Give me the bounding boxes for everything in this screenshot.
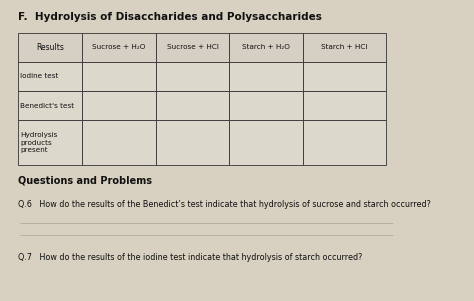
Text: Benedict's test: Benedict's test — [20, 103, 74, 109]
Text: F.  Hydrolysis of Disaccharides and Polysaccharides: F. Hydrolysis of Disaccharides and Polys… — [18, 12, 322, 22]
Bar — [229, 33, 303, 62]
Bar — [156, 120, 229, 166]
Bar — [156, 62, 229, 91]
Bar — [229, 120, 303, 166]
Bar — [82, 91, 156, 120]
Text: Starch + HCl: Starch + HCl — [321, 44, 367, 50]
Bar — [303, 33, 386, 62]
Text: Iodine test: Iodine test — [20, 73, 58, 79]
Bar — [303, 62, 386, 91]
Bar — [18, 120, 82, 166]
Bar — [18, 91, 82, 120]
Text: Results: Results — [36, 43, 64, 52]
Bar — [18, 62, 82, 91]
Text: Hydrolysis
products
present: Hydrolysis products present — [20, 132, 57, 153]
Text: Questions and Problems: Questions and Problems — [18, 176, 152, 186]
Text: Sucrose + HCl: Sucrose + HCl — [167, 44, 219, 50]
Bar — [156, 91, 229, 120]
Bar — [82, 62, 156, 91]
Bar — [82, 120, 156, 166]
Bar — [156, 33, 229, 62]
Bar — [229, 62, 303, 91]
Text: Starch + H₂O: Starch + H₂O — [242, 44, 290, 50]
Bar — [303, 91, 386, 120]
Bar — [303, 120, 386, 166]
Text: Q.6   How do the results of the Benedict’s test indicate that hydrolysis of sucr: Q.6 How do the results of the Benedict’s… — [18, 200, 431, 209]
Bar — [18, 33, 82, 62]
Bar — [82, 33, 156, 62]
Text: Q.7   How do the results of the iodine test indicate that hydrolysis of starch o: Q.7 How do the results of the iodine tes… — [18, 253, 362, 262]
Text: Sucrose + H₂O: Sucrose + H₂O — [92, 44, 146, 50]
Bar — [229, 91, 303, 120]
